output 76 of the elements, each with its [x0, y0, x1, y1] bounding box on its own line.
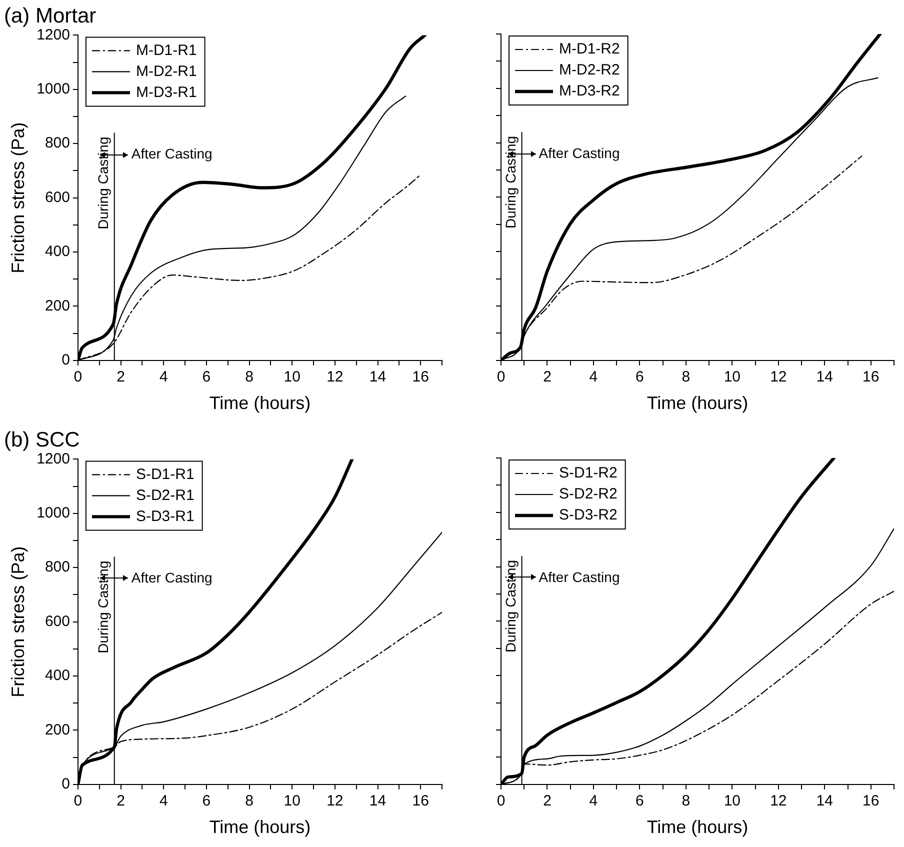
legend-label: M-D1-R1 — [136, 42, 197, 59]
annotation: During Casting — [95, 136, 112, 230]
annotation: After Casting — [538, 568, 620, 584]
legend-label: M-D2-R1 — [136, 62, 197, 80]
y-tick-label: 1200 — [36, 26, 70, 44]
x-tick-label: 2 — [543, 368, 552, 386]
x-tick-label: 2 — [116, 792, 125, 810]
y-tick-label: 600 — [44, 612, 70, 630]
y-tick-label: 1200 — [36, 450, 70, 467]
x-tick-label: 16 — [862, 792, 880, 810]
x-tick-label: 12 — [770, 368, 787, 386]
y-tick-label: 200 — [44, 720, 70, 738]
annotation: After Casting — [131, 146, 212, 162]
x-axis-title: Time (hours) — [209, 816, 311, 837]
y-tick-label: 1000 — [36, 80, 70, 98]
legend-label: M-D3-R1 — [136, 84, 197, 101]
x-tick-label: 8 — [682, 368, 690, 386]
x-tick-label: 6 — [636, 792, 644, 810]
x-tick-label: 14 — [816, 368, 833, 386]
x-tick-label: 12 — [770, 792, 787, 810]
annotation: After Casting — [538, 144, 620, 161]
legend-label: S-D2-R2 — [559, 485, 618, 502]
x-tick-label: 8 — [245, 792, 254, 810]
legend-label: M-D2-R2 — [559, 62, 620, 79]
legend-label: S-D2-R1 — [136, 486, 194, 504]
y-tick-label: 0 — [62, 352, 70, 369]
x-axis-title: Time (hours) — [646, 393, 748, 414]
x-tick-label: 10 — [724, 792, 741, 810]
x-tick-label: 2 — [116, 368, 125, 386]
x-tick-label: 10 — [724, 368, 741, 386]
x-tick-label: 12 — [326, 368, 344, 386]
x-axis-title: Time (hours) — [646, 816, 748, 837]
legend-label: S-D3-R2 — [559, 506, 618, 524]
x-tick-label: 4 — [589, 792, 598, 810]
x-tick-label: 6 — [202, 792, 211, 810]
x-tick-label: 10 — [284, 792, 300, 810]
x-tick-label: 8 — [682, 792, 690, 810]
y-tick-label: 800 — [44, 134, 70, 152]
x-tick-label: 12 — [326, 792, 344, 810]
legend-label: M-D1-R2 — [559, 40, 620, 58]
x-tick-label: 16 — [412, 368, 429, 386]
x-tick-label: 4 — [159, 792, 168, 810]
x-tick-label: 16 — [412, 792, 429, 810]
x-tick-label: 0 — [496, 792, 506, 810]
x-tick-label: 6 — [202, 368, 211, 386]
x-tick-label: 0 — [74, 368, 82, 386]
legend-label: M-D3-R2 — [559, 82, 620, 100]
annotation: During Casting — [502, 136, 519, 229]
x-tick-label: 6 — [636, 368, 644, 386]
x-tick-label: 8 — [245, 368, 254, 386]
x-tick-label: 16 — [862, 368, 880, 386]
legend-label: S-D3-R1 — [136, 507, 194, 524]
y-tick-label: 400 — [44, 243, 70, 260]
x-tick-label: 14 — [369, 792, 386, 810]
chart-title: (a) Mortar — [4, 4, 96, 28]
y-tick-label: 200 — [44, 297, 70, 314]
legend-label: S-D1-R1 — [136, 465, 194, 482]
y-tick-label: 400 — [44, 666, 70, 684]
legend-label: S-D1-R2 — [559, 464, 618, 482]
y-axis-title: Friction stress (Pa) — [8, 546, 28, 697]
chart-title: (b) SCC — [4, 428, 80, 451]
y-tick-label: 600 — [44, 188, 70, 206]
x-tick-label: 2 — [543, 792, 552, 810]
x-tick-label: 14 — [816, 792, 833, 810]
x-tick-label: 0 — [74, 792, 82, 810]
y-tick-label: 800 — [44, 558, 70, 576]
x-tick-label: 0 — [496, 368, 506, 386]
x-tick-label: 14 — [369, 368, 386, 386]
x-tick-label: 10 — [284, 368, 300, 386]
y-tick-label: 0 — [62, 775, 70, 792]
y-axis-title: Friction stress (Pa) — [8, 122, 28, 274]
annotation: After Casting — [131, 569, 212, 586]
y-tick-label: 1000 — [36, 504, 70, 522]
x-axis-title: Time (hours) — [209, 393, 311, 414]
x-tick-label: 4 — [159, 368, 168, 386]
x-tick-label: 4 — [589, 368, 598, 386]
